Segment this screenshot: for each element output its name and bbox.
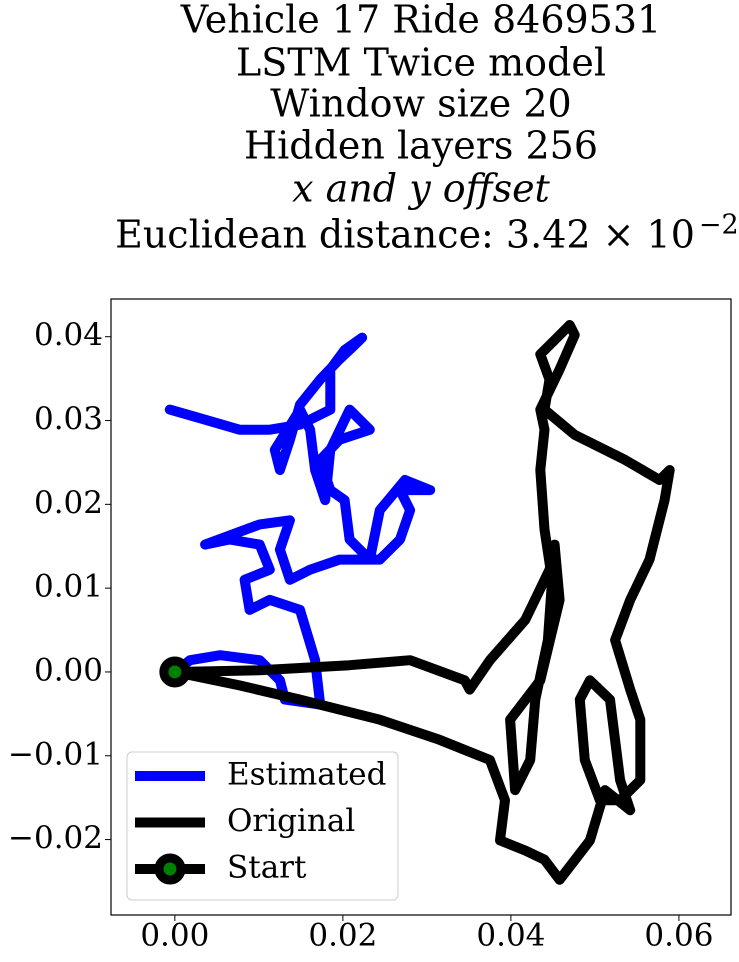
- title-line: Euclidean distance: 3.42 × 10: [115, 213, 695, 257]
- start-marker: [159, 656, 191, 688]
- plot-frame: [110, 298, 732, 916]
- title-line: Hidden layers 256: [244, 124, 598, 168]
- y-tick-label: −0.01: [8, 736, 103, 772]
- y-tick-label: 0.03: [34, 401, 103, 437]
- legend-label: Original: [227, 803, 355, 839]
- x-tick-label: 0.02: [308, 918, 377, 954]
- trajectory-line: [169, 320, 675, 885]
- plot-area: [159, 320, 675, 885]
- title-line: Window size 20: [270, 82, 571, 126]
- y-tick-label: 0.04: [34, 317, 103, 353]
- title-line: LSTM Twice model: [236, 41, 606, 85]
- y-tick-label: 0.01: [34, 569, 103, 605]
- y-tick-label: 0.02: [34, 485, 103, 521]
- legend-box: [126, 751, 399, 901]
- legend-label: Start: [227, 850, 307, 886]
- title-line: x and y offset: [292, 167, 550, 211]
- trajectory-line: [164, 332, 436, 710]
- title-line: Vehicle 17 Ride 8469531: [180, 0, 661, 42]
- y-tick-label: 0.00: [34, 652, 103, 688]
- x-tick-label: 0.06: [644, 918, 713, 954]
- x-tick-label: 0.00: [140, 918, 209, 954]
- legend-label: Estimated: [227, 757, 386, 793]
- title-exponent: −2: [699, 210, 739, 241]
- legend-marker: [154, 853, 186, 885]
- y-tick-label: −0.02: [8, 820, 103, 856]
- x-tick-label: 0.04: [476, 918, 545, 954]
